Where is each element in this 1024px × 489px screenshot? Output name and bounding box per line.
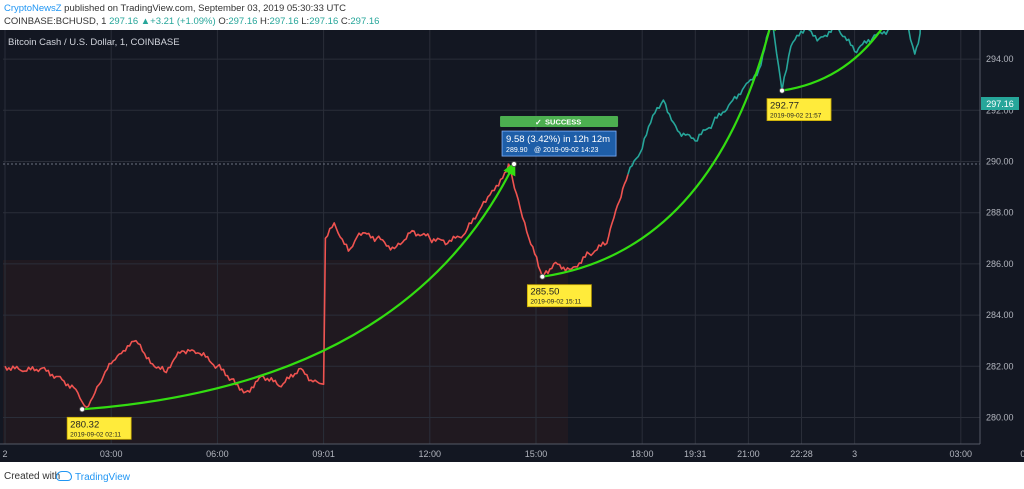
y-tick-label: 294.00	[986, 54, 1014, 64]
last-price: 297.16	[109, 16, 139, 27]
close-value: 297.16	[350, 16, 380, 27]
y-tick-label: 284.00	[986, 310, 1014, 320]
x-tick-label: 15:00	[525, 449, 548, 459]
check-icon: ✓	[535, 118, 542, 127]
high-label: H:	[260, 16, 270, 27]
chart-header: CryptoNewsZ published on TradingView.com…	[0, 0, 1024, 30]
low-point-marker	[779, 87, 785, 94]
y-tick-label: 288.00	[986, 208, 1014, 218]
high-value: 297.16	[269, 16, 299, 27]
x-tick-label: 19:31	[684, 449, 707, 459]
up-series-line	[627, 30, 921, 175]
created-with-text: Created with	[4, 471, 61, 482]
y-axis: 280.00 282.00 284.00 286.00 288.00 290.00 292.…	[986, 54, 1014, 423]
x-tick-label: 3	[852, 449, 857, 459]
low-point-marker	[79, 406, 86, 413]
low-time-text: 2019-09-02 15:11	[530, 299, 581, 306]
stat-time: @ 2019-09-02 14:23	[534, 147, 598, 154]
trend-arrow	[781, 30, 883, 92]
low-label-box	[66, 416, 132, 440]
last-price-tag: 297.16	[981, 97, 1019, 110]
success-tag: ✓ SUCCESS	[500, 116, 619, 128]
x-tick-label: 06:00	[206, 449, 229, 459]
success-text: SUCCESS	[545, 118, 581, 127]
high-point-marker	[511, 161, 517, 167]
symbol-label: COINBASE:BCHUSD, 1	[4, 16, 107, 27]
low-label: L:	[301, 16, 310, 27]
low-price-text: 292.77	[770, 101, 799, 112]
open-value: 297.16	[228, 16, 258, 27]
close-label: C:	[340, 16, 351, 27]
x-tick-label: 09:01	[312, 449, 335, 459]
x-tick-label: 03:00	[100, 449, 123, 459]
low-label-box	[526, 284, 592, 308]
x-tick-label: 12:00	[419, 449, 442, 459]
open-label: O:	[218, 16, 229, 27]
x-tick-label: 22:28	[790, 449, 813, 459]
x-tick-label: 03:00	[950, 449, 973, 459]
trend-arrow	[82, 161, 516, 411]
tradingview-brand: TradingView	[75, 472, 131, 483]
series-layer	[4, 30, 921, 409]
stat-headline: 9.58 (3.42%) in 12h 12m	[506, 134, 610, 145]
chart-footer: Created with TradingView	[0, 462, 1024, 489]
y-tick-label: 282.00	[986, 361, 1014, 371]
success-tag-bg	[500, 116, 619, 128]
y-tick-label: 286.00	[986, 259, 1014, 269]
x-tick-label: 2	[2, 449, 7, 459]
low-price-text: 280.32	[70, 419, 99, 430]
last-price-tag-text: 297.16	[986, 99, 1014, 109]
cloud-icon	[56, 471, 72, 481]
ohlc-line: COINBASE:BCHUSD, 1 297.16 ▲+3.21 (+1.09%…	[4, 16, 379, 27]
chart-title: Bitcoin Cash / U.S. Dollar, 1, COINBASE	[8, 37, 180, 48]
low-time-text: 2019-09-02 21:57	[770, 113, 822, 120]
x-axis: 2 03:00 06:00 09:01 12:00 15:00 18:00 19:31 21:0…	[2, 449, 1024, 459]
publisher-name[interactable]: CryptoNewsZ	[4, 3, 62, 14]
stat-price: 289.90	[506, 147, 528, 154]
trend-arrow	[542, 30, 776, 278]
y-tick-label: 290.00	[986, 157, 1014, 167]
down-series-line	[4, 163, 629, 409]
x-tick-label: 18:00	[631, 449, 654, 459]
tradingview-logo[interactable]: TradingView	[56, 471, 130, 483]
low-price-text: 285.50	[530, 287, 559, 298]
change-value: +3.21 (+1.09%)	[150, 16, 216, 27]
down-area-shade	[3, 260, 568, 444]
low-label-box	[766, 98, 832, 121]
x-tick-label: 21:00	[737, 449, 760, 459]
arrow-layer	[82, 30, 883, 411]
published-text: published on TradingView.com, September …	[61, 3, 347, 14]
published-line: CryptoNewsZ published on TradingView.com…	[4, 3, 346, 14]
y-tick-label: 292.00	[986, 105, 1014, 115]
low-point-marker	[539, 273, 546, 280]
y-tick-label: 280.00	[986, 413, 1014, 423]
low-time-text: 2019-09-02 02:11	[70, 431, 121, 438]
x-tick-label: 05:00	[1020, 449, 1024, 459]
low-value: 297.16	[309, 16, 339, 27]
up-arrow-icon: ▲	[140, 16, 151, 27]
high-annotation[interactable]: ✓ SUCCESS 9.58 (3.42%) in 12h 12m 289.90 @ 2…	[500, 116, 619, 167]
stat-label-box	[501, 130, 617, 157]
